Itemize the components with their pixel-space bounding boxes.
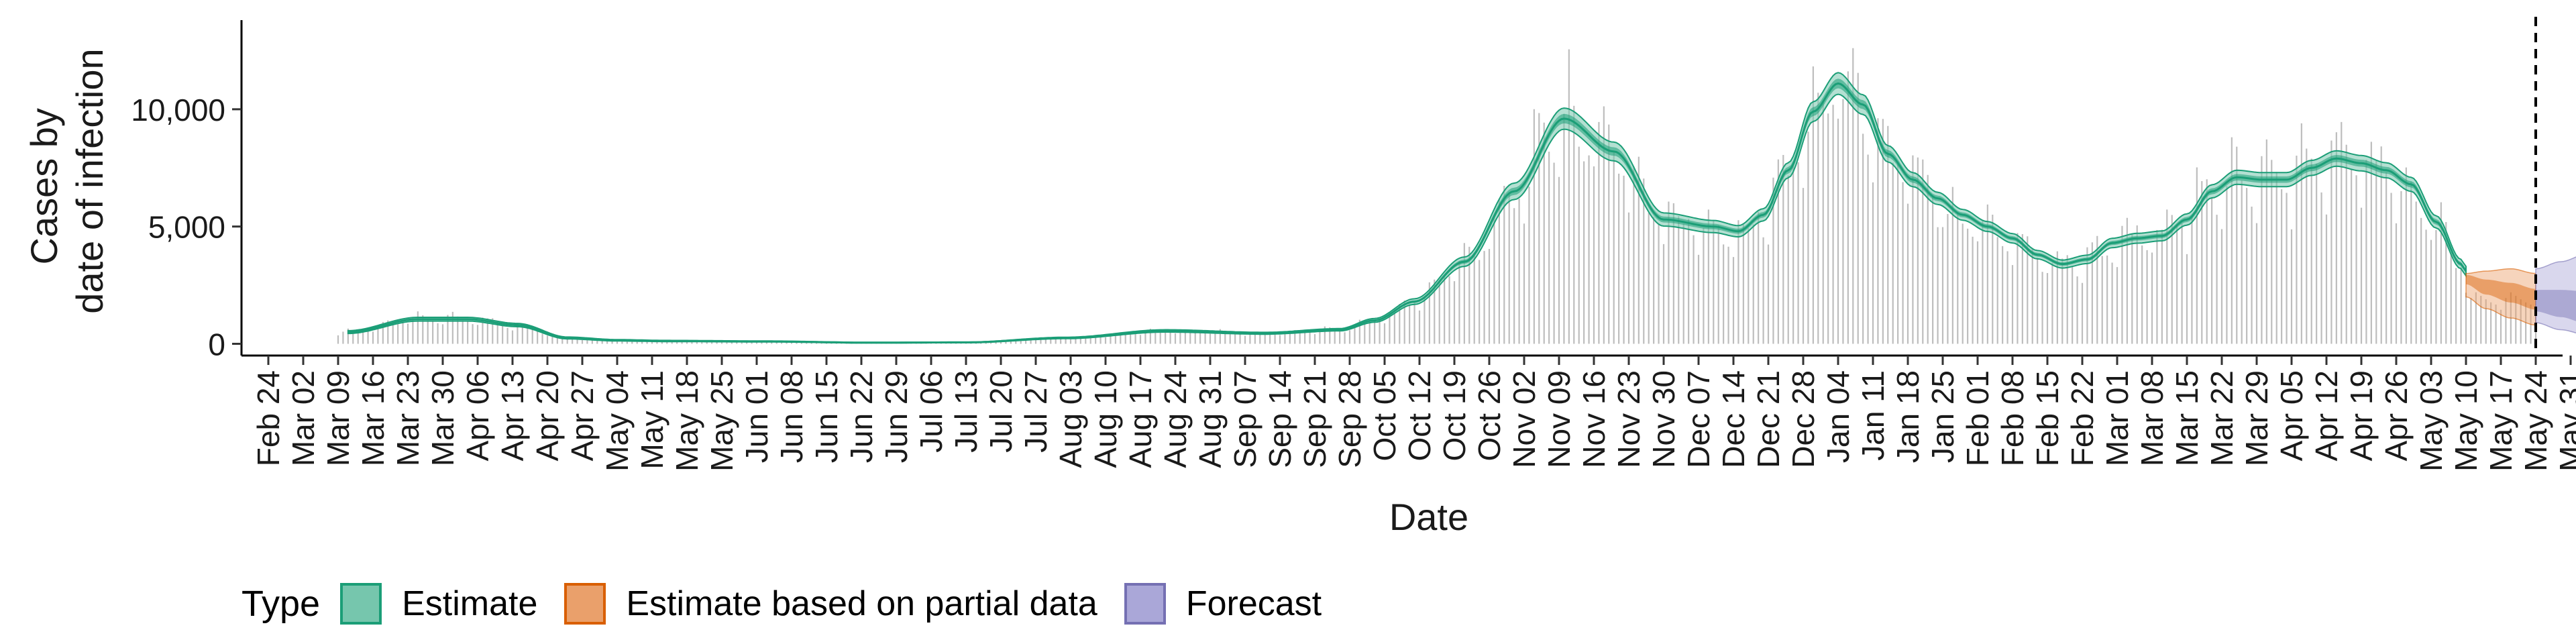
legend-item-estimate: Estimate <box>340 583 537 625</box>
x-tick-label: May 25 <box>704 370 739 472</box>
x-tick-label: Oct 26 <box>1472 370 1507 462</box>
estimate-bands <box>347 72 2576 344</box>
x-tick-label: Aug 31 <box>1193 370 1228 468</box>
x-tick-label: Feb 22 <box>2065 370 2100 466</box>
x-tick-label: May 03 <box>2414 370 2449 472</box>
x-tick-label: May 31 <box>2553 370 2576 472</box>
x-tick-label: Aug 03 <box>1053 370 1088 468</box>
x-tick-label: Mar 16 <box>356 370 390 466</box>
x-tick-label: Apr 06 <box>460 370 495 462</box>
x-tick-label: Sep 07 <box>1228 370 1263 468</box>
x-tick-label: Nov 09 <box>1542 370 1576 468</box>
x-tick-label: Sep 14 <box>1263 370 1297 468</box>
x-tick-label: Apr 19 <box>2344 370 2379 462</box>
legend: Type Estimate Estimate based on partial … <box>241 577 1348 631</box>
legend-swatch-estimate <box>340 583 382 625</box>
x-tick-label: Aug 24 <box>1158 370 1193 468</box>
legend-item-partial: Estimate based on partial data <box>564 583 1097 625</box>
legend-label-forecast: Forecast <box>1185 584 1322 623</box>
x-tick-label: Mar 09 <box>321 370 356 466</box>
x-tick-label: May 17 <box>2483 370 2518 472</box>
x-tick-label: Mar 01 <box>2100 370 2135 466</box>
x-axis-ticks: Feb 24 Mar 02 Mar 09 Mar 16 Mar 23 Mar 30 Apr … <box>251 356 2576 472</box>
x-tick-label: Mar 23 <box>390 370 425 466</box>
x-tick-label: Sep 21 <box>1297 370 1332 468</box>
x-tick-label: Apr 20 <box>530 370 565 462</box>
y-tick-label: 0 <box>208 327 225 362</box>
x-tick-label: Feb 01 <box>1960 370 1995 466</box>
x-tick-label: Oct 12 <box>1402 370 1437 462</box>
partial-band-50 <box>2466 274 2536 310</box>
y-axis-label-line-1: Cases by <box>23 108 65 264</box>
legend-swatch-partial <box>564 583 606 625</box>
x-tick-label: Feb 15 <box>2030 370 2065 466</box>
x-tick-label: Mar 02 <box>286 370 321 466</box>
x-tick-label: Nov 16 <box>1576 370 1611 468</box>
estimate-median-line <box>347 82 2467 344</box>
x-tick-label: Jun 01 <box>739 370 774 463</box>
x-tick-label: Dec 21 <box>1751 370 1786 468</box>
x-tick-label: Apr 13 <box>495 370 530 462</box>
legend-swatch-forecast <box>1124 583 1166 625</box>
x-tick-label: Apr 05 <box>2274 370 2309 462</box>
y-tick-label: 10,000 <box>131 93 225 127</box>
x-tick-label: Mar 15 <box>2169 370 2204 466</box>
x-tick-label: Apr 27 <box>565 370 600 462</box>
x-tick-label: Dec 07 <box>1681 370 1716 468</box>
x-tick-label: Oct 19 <box>1437 370 1472 462</box>
x-tick-label: Nov 23 <box>1611 370 1646 468</box>
x-tick-label: May 24 <box>2518 370 2553 472</box>
x-tick-label: May 11 <box>635 370 669 469</box>
x-tick-label: Mar 22 <box>2204 370 2239 466</box>
legend-item-forecast: Forecast <box>1124 583 1322 625</box>
x-tick-label: Mar 30 <box>425 370 460 466</box>
x-tick-label: Jun 29 <box>879 370 914 463</box>
x-tick-label: Mar 29 <box>2239 370 2274 466</box>
x-axis-label: Date <box>1389 496 1468 538</box>
x-tick-label: Apr 12 <box>2309 370 2344 462</box>
x-tick-label: Feb 24 <box>251 370 286 466</box>
x-tick-label: Jan 25 <box>1925 370 1960 463</box>
y-axis-ticks: 0 5,000 10,000 <box>131 93 241 362</box>
x-tick-label: Jul 13 <box>949 370 983 453</box>
x-tick-label: Feb 08 <box>1995 370 2030 466</box>
x-tick-label: Apr 26 <box>2379 370 2414 462</box>
x-tick-label: Aug 17 <box>1123 370 1158 468</box>
x-tick-label: May 04 <box>600 370 635 472</box>
forecast-band-90 <box>2535 256 2576 334</box>
y-axis-label-line-2: date of infection <box>68 48 111 313</box>
x-tick-label: Jun 15 <box>809 370 844 463</box>
x-tick-label: Aug 10 <box>1088 370 1123 468</box>
x-tick-label: Jan 11 <box>1856 370 1890 461</box>
x-tick-label: Sep 28 <box>1332 370 1367 468</box>
y-tick-label: 5,000 <box>148 210 225 245</box>
legend-title: Type <box>241 584 321 624</box>
x-tick-label: Nov 30 <box>1646 370 1681 468</box>
legend-label-estimate: Estimate <box>402 584 538 623</box>
x-tick-label: Jul 20 <box>983 370 1018 453</box>
forecast-band-50 <box>2536 290 2576 321</box>
x-tick-label: Dec 28 <box>1786 370 1821 468</box>
x-tick-label: May 10 <box>2449 370 2483 472</box>
x-tick-label: Nov 02 <box>1507 370 1542 468</box>
x-tick-label: Jun 08 <box>774 370 809 463</box>
x-tick-label: Jul 06 <box>914 370 949 453</box>
x-tick-label: Jun 22 <box>844 370 879 463</box>
x-tick-label: Jan 04 <box>1821 370 1856 463</box>
x-tick-label: Jan 18 <box>1890 370 1925 463</box>
axes <box>240 20 2563 357</box>
y-axis-label: Cases by date of infection <box>23 48 111 313</box>
x-tick-label: Oct 05 <box>1367 370 1402 462</box>
legend-label-partial: Estimate based on partial data <box>626 584 1097 623</box>
x-tick-label: May 18 <box>669 370 704 472</box>
x-tick-label: Jul 27 <box>1018 370 1053 453</box>
x-tick-label: Mar 08 <box>2135 370 2169 466</box>
x-tick-label: Dec 14 <box>1716 370 1751 468</box>
